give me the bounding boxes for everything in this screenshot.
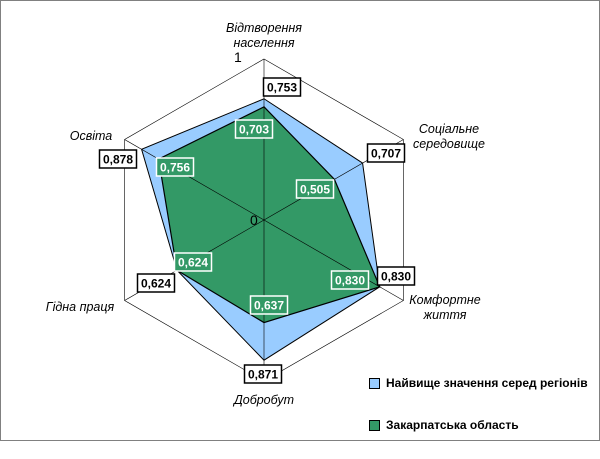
value-label-highest: 0,830 <box>381 270 411 284</box>
value-label-highest-box <box>376 266 416 286</box>
legend-label-highest: Найвище значення серед регіонів <box>386 376 588 390</box>
grid-spoke <box>124 139 265 221</box>
value-label-highest: 0,878 <box>103 153 133 167</box>
legend-swatch-zakarpattia <box>369 419 380 431</box>
value-label-highest: 0,871 <box>248 368 278 382</box>
value-label-highest: 0,624 <box>141 277 171 291</box>
value-label-highest-box <box>243 364 283 384</box>
chart-frame: 0 1 Відтворення населення Соціальне середовищ… <box>0 0 600 441</box>
axis-label: Добробут <box>232 393 294 407</box>
legend-swatch-highest <box>369 377 380 389</box>
legend: Найвище значення серед регіонів Закарпат… <box>369 375 595 459</box>
grid-spoke <box>263 219 404 301</box>
axis-label: Відтворення населення <box>226 21 302 50</box>
axis-label: Соціальне середовище <box>413 122 485 151</box>
value-label-zakarpattia: 0,637 <box>254 299 284 313</box>
scale-label-max: 1 <box>234 49 242 65</box>
value-label-zakarpattia: 0,756 <box>160 161 190 175</box>
value-label-zakarpattia-box <box>234 119 274 139</box>
value-label-zakarpattia: 0,830 <box>335 274 365 288</box>
axis-label: Комфортне життя <box>409 293 481 322</box>
value-label-zakarpattia-box <box>295 179 335 199</box>
value-label-zakarpattia: 0,703 <box>239 123 269 137</box>
axis-label: Гідна праця <box>46 300 115 314</box>
value-label-highest-box <box>98 149 138 169</box>
legend-label-zakarpattia: Закарпатська область <box>386 418 519 432</box>
value-label-zakarpattia-box <box>173 252 213 272</box>
value-label-zakarpattia-box <box>249 295 289 315</box>
value-label-zakarpattia: 0,624 <box>178 256 208 270</box>
value-label-highest-box <box>262 77 302 97</box>
value-label-zakarpattia-box <box>155 157 195 177</box>
legend-item: Закарпатська область <box>369 417 595 433</box>
scale-label-min: 0 <box>250 212 258 228</box>
legend-item: Найвище значення серед регіонів <box>369 375 595 391</box>
value-label-highest-box <box>366 143 406 163</box>
value-label-highest: 0,753 <box>267 81 297 95</box>
value-label-zakarpattia-box <box>330 270 370 290</box>
value-label-highest: 0,707 <box>371 147 401 161</box>
value-label-highest-box <box>136 273 176 293</box>
value-label-zakarpattia: 0,505 <box>300 183 330 197</box>
axis-label: Освіта <box>70 129 113 143</box>
